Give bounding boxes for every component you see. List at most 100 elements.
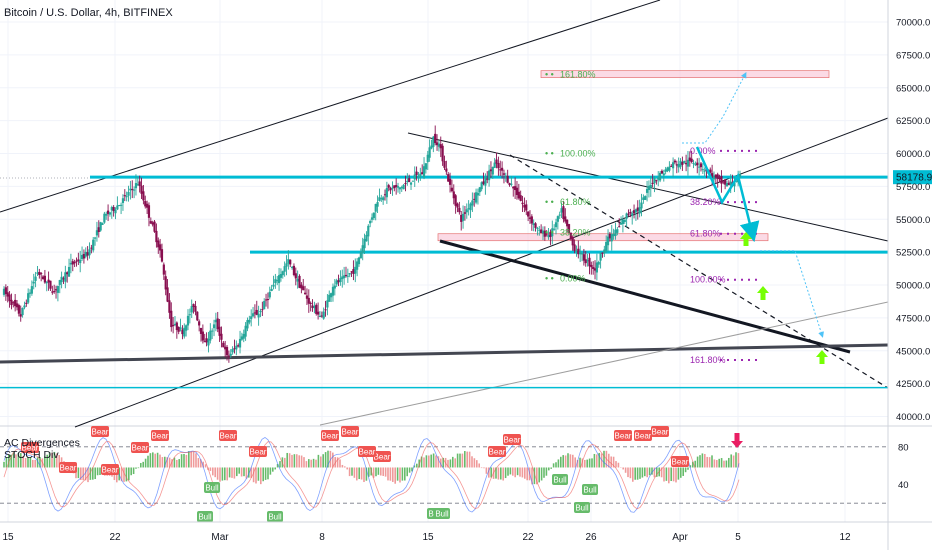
candle	[238, 330, 242, 354]
candle-body	[619, 222, 623, 225]
price-tick-label: 62500.0	[896, 116, 930, 127]
candle-body	[668, 166, 671, 171]
candle	[211, 328, 214, 340]
candle-body	[541, 230, 545, 234]
grey-trendline	[319, 301, 889, 426]
candle-body	[614, 229, 617, 236]
candle-body	[657, 177, 660, 180]
candle-body	[166, 287, 169, 302]
candle-body	[108, 212, 112, 215]
bear-signal: Bear	[21, 442, 39, 453]
candle	[374, 203, 377, 221]
candle-body	[34, 276, 37, 281]
candle-body	[393, 185, 396, 189]
candle-body	[644, 196, 647, 200]
candle	[339, 270, 342, 286]
candle-body	[144, 201, 147, 207]
bear-badge	[488, 446, 506, 457]
candle-body	[224, 346, 227, 350]
candle-body	[703, 170, 706, 172]
candle-body	[294, 273, 297, 279]
candle-body	[675, 164, 678, 166]
candle-body	[534, 223, 537, 228]
candle	[277, 267, 281, 291]
candle-body	[6, 292, 9, 297]
bull-badge	[574, 502, 590, 513]
candle-body	[430, 145, 433, 149]
candle	[567, 223, 571, 235]
candle-body	[66, 272, 69, 275]
candle	[432, 135, 435, 153]
candle	[506, 169, 509, 184]
candle	[569, 232, 572, 241]
candle	[725, 180, 729, 187]
time-tick-label: Mar	[211, 532, 229, 543]
candle	[324, 300, 327, 317]
stoch-d-line	[3, 441, 740, 510]
candle	[512, 186, 515, 197]
candle-body	[318, 315, 322, 318]
candle-body	[151, 222, 154, 225]
up-arrow	[757, 286, 769, 300]
bear-badge	[671, 456, 689, 467]
candle-body	[480, 182, 483, 190]
candle	[60, 271, 63, 289]
candle	[15, 299, 19, 311]
candle-body	[160, 249, 164, 262]
candle	[647, 180, 651, 198]
bear-badge	[151, 430, 169, 441]
candle-body	[272, 284, 275, 287]
candle-body	[389, 188, 392, 191]
candle	[631, 210, 634, 225]
candle	[170, 302, 173, 332]
candle	[575, 245, 578, 257]
bear-badge	[358, 446, 376, 457]
price-tick-label: 67500.0	[896, 50, 930, 61]
candle	[149, 217, 152, 224]
candle-body	[214, 319, 217, 323]
candle	[203, 333, 206, 343]
candle	[318, 311, 322, 318]
candle-body	[486, 178, 489, 180]
candle-body	[413, 174, 416, 180]
candle-body	[125, 196, 128, 198]
candle-body	[40, 273, 43, 275]
candle-body	[573, 244, 576, 251]
candle-body	[725, 182, 729, 187]
bear-text: Bear	[250, 448, 267, 457]
candle-body	[183, 327, 186, 337]
candle	[426, 150, 429, 170]
candle	[283, 261, 286, 277]
candle	[88, 242, 91, 259]
candle-body	[231, 348, 234, 353]
candle	[43, 269, 46, 284]
candle-body	[341, 276, 344, 280]
candle	[556, 215, 559, 230]
candle	[720, 170, 723, 193]
candles	[2, 125, 742, 363]
candle	[27, 288, 30, 305]
candle-body	[60, 276, 63, 283]
candle-body	[14, 299, 17, 307]
candle-body	[289, 259, 292, 265]
candle	[467, 200, 470, 216]
candle-body	[2, 288, 6, 295]
candle-body	[556, 216, 559, 222]
candle	[212, 319, 216, 337]
candle-body	[185, 325, 188, 331]
candle	[473, 192, 476, 207]
candle	[80, 246, 84, 261]
candle	[634, 208, 638, 221]
candle	[97, 220, 100, 238]
candle-body	[240, 336, 243, 340]
candle	[71, 258, 74, 272]
candle	[354, 258, 357, 283]
candle-body	[233, 348, 236, 350]
candle-body	[422, 166, 426, 178]
candle-body	[471, 200, 474, 206]
candle	[694, 161, 697, 167]
candle	[545, 230, 548, 237]
candle-body	[696, 162, 699, 166]
candle-body	[227, 355, 230, 357]
